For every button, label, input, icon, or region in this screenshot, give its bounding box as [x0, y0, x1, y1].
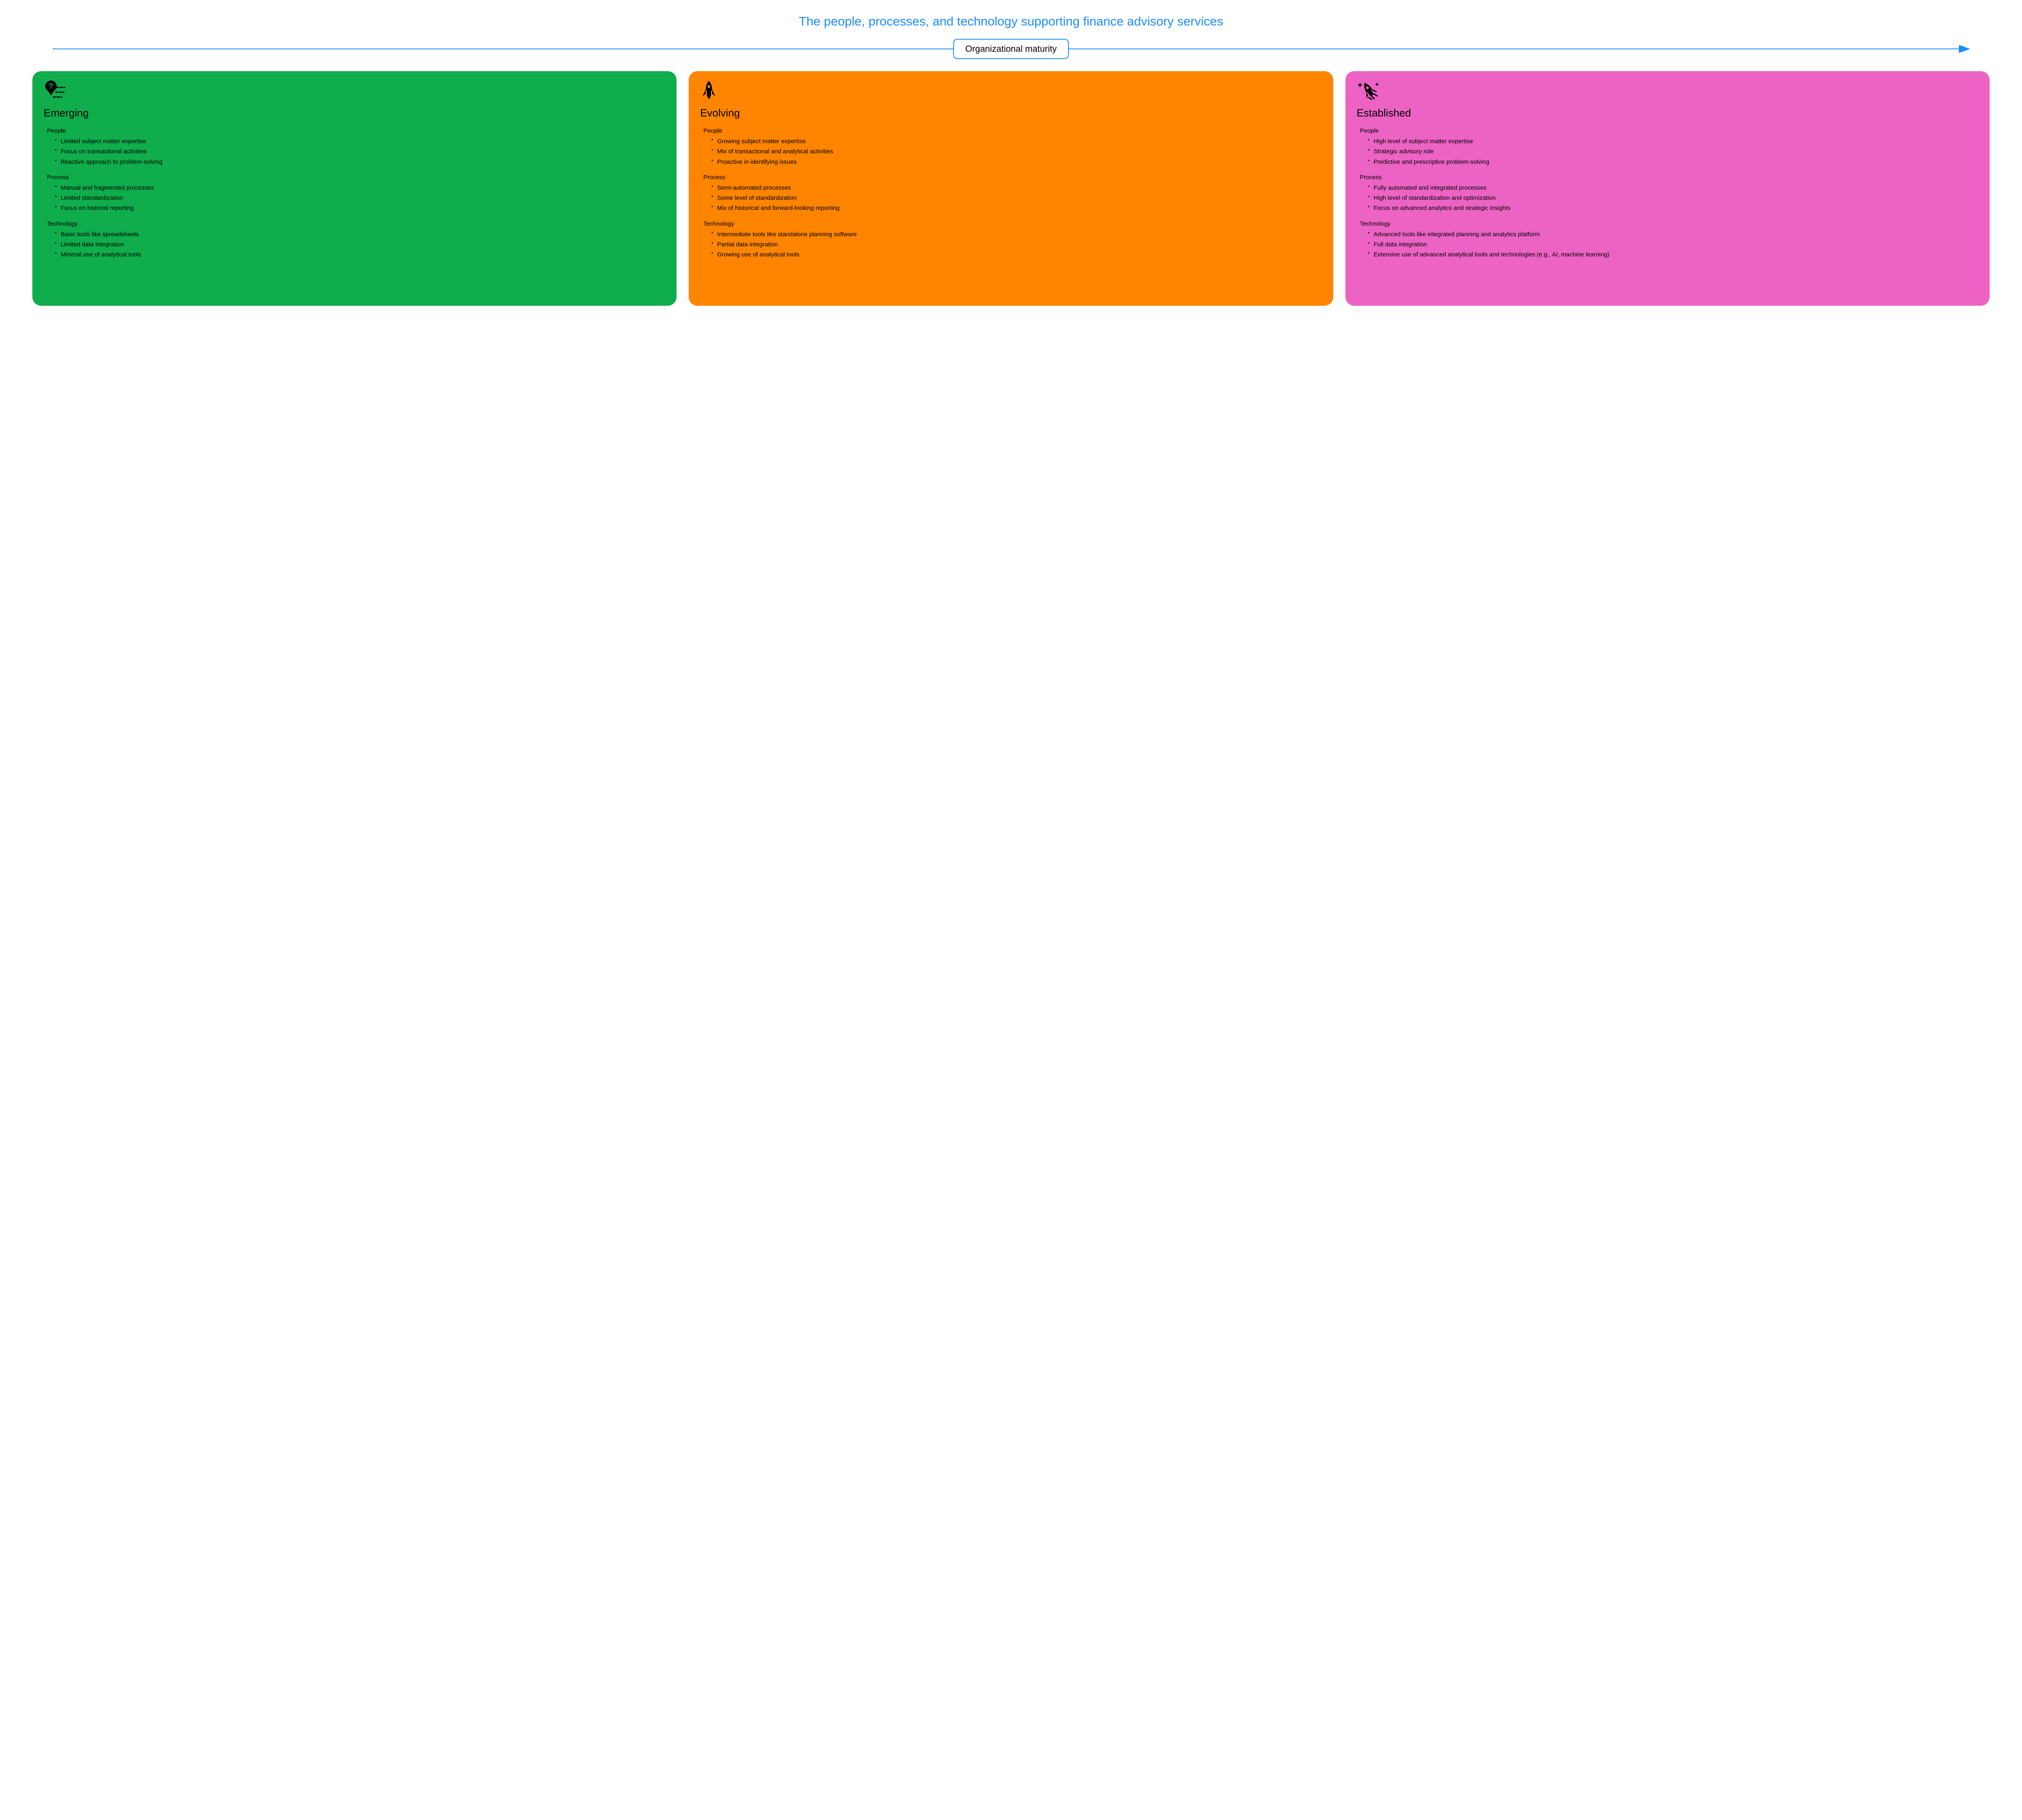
list-item: Limited subject matter expertise: [55, 137, 665, 146]
list-item: Partial data integration: [711, 240, 1322, 249]
question-map-icon: ?: [44, 80, 665, 102]
list-item: Reactive approach to problem-solving: [55, 157, 665, 167]
section-list: Limited subject matter expertiseFocus on…: [44, 137, 665, 167]
list-item: Basic tools like spreadsheets: [55, 230, 665, 239]
section-heading: Process: [47, 174, 665, 181]
section-heading: Technology: [47, 220, 665, 227]
card-title: Established: [1357, 107, 1978, 119]
list-item: Manual and fragmented processes: [55, 183, 665, 193]
list-item: Limited data integration: [55, 240, 665, 249]
cards-container: ? Emerging People Limited subject matter e…: [32, 71, 1990, 306]
section-heading: Process: [703, 174, 1322, 181]
list-item: Some level of standardization: [711, 193, 1322, 203]
section-list: Fully automated and integrated processes…: [1357, 183, 1978, 213]
section-list: Advanced tools like integrated planning …: [1357, 230, 1978, 260]
list-item: Advanced tools like integrated planning …: [1368, 230, 1978, 239]
list-item: Limited standardization: [55, 193, 665, 203]
list-item: Full data integration: [1368, 240, 1978, 249]
list-item: Semi-automated processes: [711, 183, 1322, 193]
list-item: Focus on advanced analytics and strategi…: [1368, 203, 1978, 213]
section-heading: People: [1360, 127, 1978, 134]
card-title: Emerging: [44, 107, 665, 119]
list-item: Mix of transactional and analytical acti…: [711, 147, 1322, 156]
list-item: Growing use of analytical tools: [711, 250, 1322, 259]
section-heading: People: [703, 127, 1322, 134]
list-item: Proactive in identifying issues: [711, 157, 1322, 167]
section-heading: People: [47, 127, 665, 134]
list-item: Focus on historial reporting: [55, 203, 665, 213]
list-item: Fully automated and integrated processes: [1368, 183, 1978, 193]
section-heading: Technology: [1360, 220, 1978, 227]
svg-text:?: ?: [49, 82, 53, 90]
list-item: Mix of historical and forward-looking re…: [711, 203, 1322, 213]
list-item: High level of subject matter expertise: [1368, 137, 1978, 146]
list-item: Intermediate tools like standalone plann…: [711, 230, 1322, 239]
list-item: Focus on transactional activities: [55, 147, 665, 156]
section-list: Basic tools like spreadsheetsLimited dat…: [44, 230, 665, 260]
card-title: Evolving: [700, 107, 1322, 119]
card-emerging: ? Emerging People Limited subject matter e…: [32, 71, 677, 306]
page-title: The people, processes, and technology su…: [32, 14, 1990, 29]
section-heading: Process: [1360, 174, 1978, 181]
list-item: Strategic advisory role: [1368, 147, 1978, 156]
list-item: Extensive use of advanced analytical too…: [1368, 250, 1978, 259]
section-heading: Technology: [703, 220, 1322, 227]
rocket-sparkle-icon: [1357, 80, 1978, 102]
list-item: Minimal use of analytical tools: [55, 250, 665, 259]
card-established: Established People High level of subject m…: [1345, 71, 1990, 306]
section-list: Manual and fragmented processesLimited s…: [44, 183, 665, 213]
list-item: High level of standardization and optimi…: [1368, 193, 1978, 203]
section-list: High level of subject matter expertiseSt…: [1357, 137, 1978, 167]
maturity-arrow: Organizational maturity: [53, 39, 1969, 59]
section-list: Semi-automated processesSome level of st…: [700, 183, 1322, 213]
arrow-label: Organizational maturity: [953, 39, 1069, 59]
section-list: Growing subject matter expertiseMix of t…: [700, 137, 1322, 167]
list-item: Growing subject matter expertise: [711, 137, 1322, 146]
rocket-icon: [700, 80, 1322, 102]
list-item: Predictive and prescriptive problem-solv…: [1368, 157, 1978, 167]
card-evolving: Evolving People Growing subject matter exp…: [689, 71, 1333, 306]
arrowhead-icon: [1959, 45, 1970, 53]
section-list: Intermediate tools like standalone plann…: [700, 230, 1322, 260]
